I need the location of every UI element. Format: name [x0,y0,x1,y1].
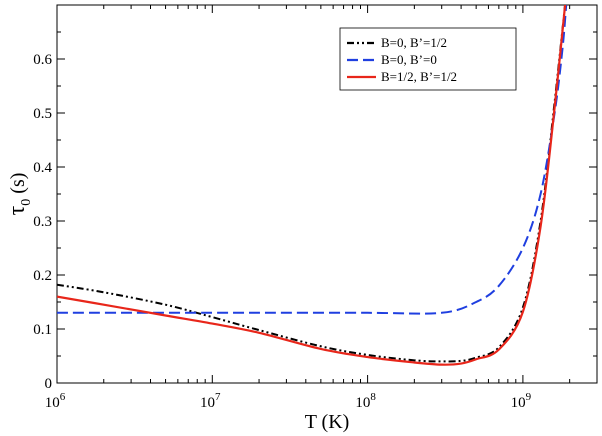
y-tick-label: 0.2 [33,268,52,284]
x-axis-ticks: 106 107 108 109 [45,5,598,411]
y-axis-subscript: 0 [19,199,34,206]
x-tick-exponent: 9 [526,391,532,403]
y-axis-symbol: τ [4,205,30,215]
x-tick-exponent: 7 [215,391,221,403]
x-tick-base: 10 [45,395,60,411]
x-tick-base: 10 [511,395,526,411]
y-axis-title: τ0 (s) [4,173,34,216]
x-tick-label: 106 [45,391,66,411]
x-tick-label: 108 [355,391,376,411]
y-tick-label: 0.3 [33,214,52,230]
legend: B=0, B’=1/2 B=0, B’=0 B=1/2, B’=1/2 [339,27,517,91]
y-tick-label: 0.1 [33,322,52,338]
x-tick-exponent: 6 [60,391,66,403]
y-tick-label: 0.6 [33,52,52,68]
y-tick-label: 0.5 [33,106,52,122]
x-tick-base: 10 [200,395,215,411]
series-line-0 [57,5,567,363]
y-tick-label: 0.4 [33,160,52,176]
series-line-2 [57,5,567,366]
x-axis-title: T (K) [305,411,350,433]
series-lines [57,5,568,366]
y-tick-label: 0 [45,376,53,392]
x-tick-exponent: 8 [370,391,376,403]
y-axis-ticks: 0 0.1 0.2 0.3 0.4 0.5 0.6 [33,4,597,392]
legend-label-2: B=1/2, B’=1/2 [381,69,457,84]
x-tick-label: 109 [511,391,532,411]
y-axis-unit: (s) [7,173,29,199]
legend-label-0: B=0, B’=1/2 [381,35,447,50]
legend-label-1: B=0, B’=0 [381,52,437,67]
x-tick-base: 10 [355,395,370,411]
x-tick-label: 107 [200,391,221,411]
